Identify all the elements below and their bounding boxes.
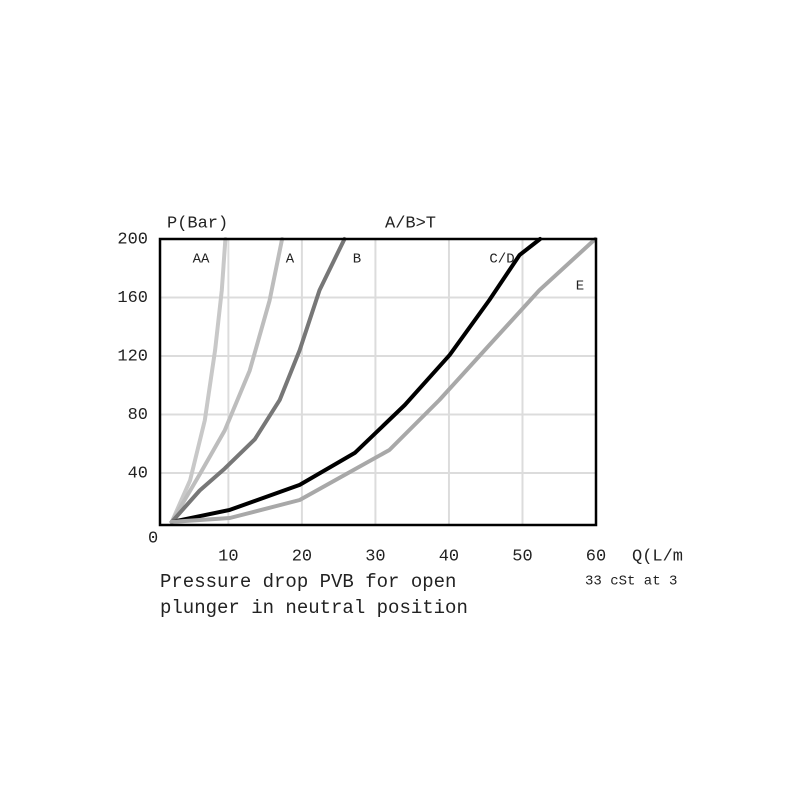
origin-label: 0: [148, 529, 158, 548]
series-label: A: [286, 252, 295, 268]
series-label: E: [576, 279, 584, 295]
series-label: C/D: [489, 252, 514, 268]
series-line: [169, 237, 347, 524]
x-tick-label: 20: [292, 547, 312, 566]
y-tick-label: 80: [128, 406, 148, 425]
series-line: [169, 237, 543, 524]
x-axis-note: 33 cSt at 3: [585, 574, 677, 590]
chart-title: A/B>T: [385, 214, 436, 233]
x-tick-label: 50: [512, 547, 532, 566]
x-tick-label: 30: [365, 547, 385, 566]
plot-border: [158, 237, 598, 527]
x-tick-label: 10: [218, 547, 238, 566]
y-axis-label: P(Bar): [167, 214, 228, 233]
series-label: B: [353, 252, 361, 268]
y-tick-label: 40: [128, 464, 148, 483]
series-line: [169, 237, 228, 524]
caption: Pressure drop PVB for open: [160, 571, 456, 593]
y-tick-label: 200: [117, 230, 148, 249]
series-label: AA: [193, 252, 210, 268]
series-line: [169, 237, 285, 524]
y-tick-label: 160: [117, 289, 148, 308]
caption: plunger in neutral position: [160, 597, 468, 619]
y-tick-label: 120: [117, 347, 148, 366]
x-tick-label: 40: [439, 547, 459, 566]
x-axis-label: Q(L/m: [632, 547, 683, 566]
series-line: [169, 237, 598, 524]
x-tick-label: 60: [586, 547, 606, 566]
